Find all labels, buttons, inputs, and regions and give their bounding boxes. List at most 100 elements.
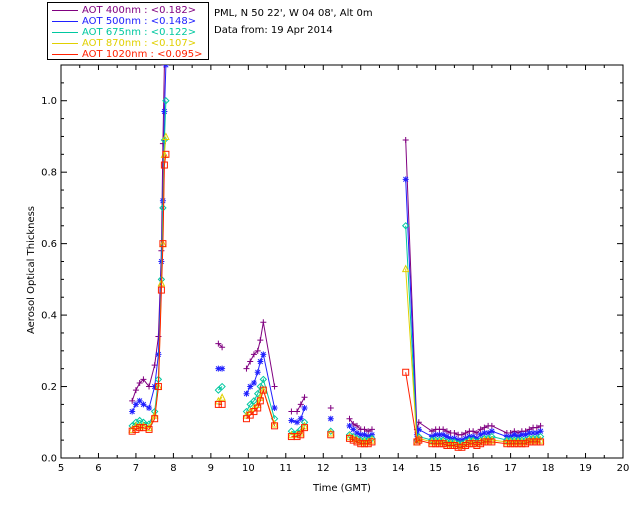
series-3-point-46: [469, 437, 477, 446]
series-4-point-58: [525, 438, 533, 446]
series-4-point-8: [159, 240, 167, 248]
series-4-point-1: [132, 425, 140, 433]
series-1-point-14: [247, 383, 254, 390]
y-tick-label-5: 1.0: [41, 96, 57, 107]
series-1: [129, 65, 544, 444]
series-3-point-23: [300, 421, 309, 430]
series-4-point-47: [473, 441, 481, 449]
series-4-point-42: [454, 443, 462, 451]
series-0-point-19: [271, 383, 278, 390]
series-0-point-13: [243, 365, 250, 372]
series-0-point-51: [488, 422, 495, 429]
series-line-0: [131, 65, 541, 436]
series-3-point-27: [353, 436, 361, 444]
x-tick-label-11: 16: [467, 463, 480, 474]
x-tick-label-7: 12: [317, 463, 330, 474]
series-1-point-28: [357, 431, 364, 438]
series-0-point-32: [402, 137, 409, 144]
series-4-point-17: [256, 397, 264, 405]
series-0-point-29: [361, 426, 368, 433]
series-1-point-39: [443, 433, 450, 440]
series-3-point-36: [431, 437, 440, 446]
series-3-point-34: [414, 434, 423, 442]
series-2-point-15: [250, 397, 258, 405]
series-2-point-11: [214, 386, 223, 394]
x-axis-label: Time (GMT): [312, 483, 371, 494]
series-4: [128, 150, 545, 451]
series-2-point-3: [139, 418, 148, 426]
series-1-point-10: [162, 65, 169, 68]
series-3-point-59: [529, 436, 537, 444]
series-3-point-26: [349, 434, 358, 442]
series-0-point-11: [215, 340, 222, 347]
series-0-point-23: [301, 394, 308, 401]
legend-swatch-500nm: [52, 20, 78, 22]
series-2-point-23: [300, 418, 309, 426]
series-4-point-31: [368, 438, 376, 446]
series-1-point-50: [485, 429, 492, 436]
series-4-point-22: [297, 431, 305, 439]
series-4-point-16: [254, 404, 262, 412]
series-4-point-19: [271, 422, 279, 430]
legend-entry-870nm: AOT 870nm : <0.107>: [52, 38, 196, 49]
series-0-point-44: [462, 429, 469, 436]
x-tick-label-9: 14: [392, 463, 405, 474]
series-1-point-57: [522, 431, 529, 438]
series-4-point-33: [413, 438, 421, 446]
series-1-point-6: [155, 351, 162, 358]
series-1-point-15: [250, 379, 257, 386]
series-3-point-20: [287, 430, 296, 439]
series-0-point-39: [443, 428, 450, 435]
series-2-point-41: [450, 438, 459, 446]
series-4-point-57: [522, 440, 530, 448]
series-3-point-39: [443, 439, 451, 448]
legend-swatch-675nm: [52, 31, 78, 33]
series-1-point-58: [526, 429, 533, 436]
series-1-point-1: [132, 401, 139, 408]
series-4-point-28: [357, 440, 365, 448]
series-4-point-27: [353, 438, 361, 446]
series-3-point-31: [368, 436, 376, 444]
y-tick-label-4: 0.8: [41, 168, 57, 179]
series-4-point-23: [301, 424, 309, 432]
series-3-point-55: [514, 437, 522, 446]
series-2-point-32: [401, 222, 410, 230]
series-3-point-28: [356, 437, 365, 446]
series-1-point-5: [151, 383, 158, 390]
series-0-point-2: [136, 379, 143, 386]
series-3-point-2: [135, 421, 144, 430]
series-2-point-16: [253, 389, 262, 398]
series-4-point-59: [529, 438, 537, 446]
series-3-point-37: [435, 437, 444, 446]
series-line-1: [131, 65, 541, 441]
x-tick-label-8: 13: [354, 463, 367, 474]
series-line-2: [131, 100, 541, 445]
series-1-point-0: [129, 408, 136, 415]
y-tick-label-0: 0.0: [41, 454, 57, 465]
series-3-point-29: [360, 437, 369, 446]
series-4-point-37: [435, 440, 443, 448]
chart-title: PML, N 50 22', W 04 08', Alt 0m: [214, 8, 373, 19]
series-0-point-60: [533, 424, 540, 431]
series-4-point-21: [293, 433, 301, 441]
y-axis-ticks: 0.0 0.2 0.4 0.6 0.8 1.0: [41, 82, 623, 465]
series-0-point-24: [327, 404, 334, 411]
x-tick-label-13: 18: [542, 463, 555, 474]
series-1-point-60: [533, 429, 540, 436]
series-4-point-12: [218, 400, 226, 408]
series-4-point-7: [157, 286, 165, 294]
plot-frame: [60, 64, 624, 459]
series-1-point-12: [219, 365, 226, 372]
series-3-point-12: [218, 393, 226, 401]
series-0-point-49: [481, 424, 488, 431]
series-4-point-18: [259, 386, 267, 394]
series-4-point-53: [507, 440, 515, 448]
series-0-point-16: [254, 347, 261, 354]
series-4-point-34: [415, 436, 423, 444]
series-0-point-22: [297, 401, 304, 408]
legend-label-500nm: AOT 500nm : <0.148>: [82, 16, 197, 27]
series-0-point-21: [294, 408, 301, 415]
series-1-point-61: [537, 428, 544, 435]
series-0-point-43: [458, 431, 465, 438]
